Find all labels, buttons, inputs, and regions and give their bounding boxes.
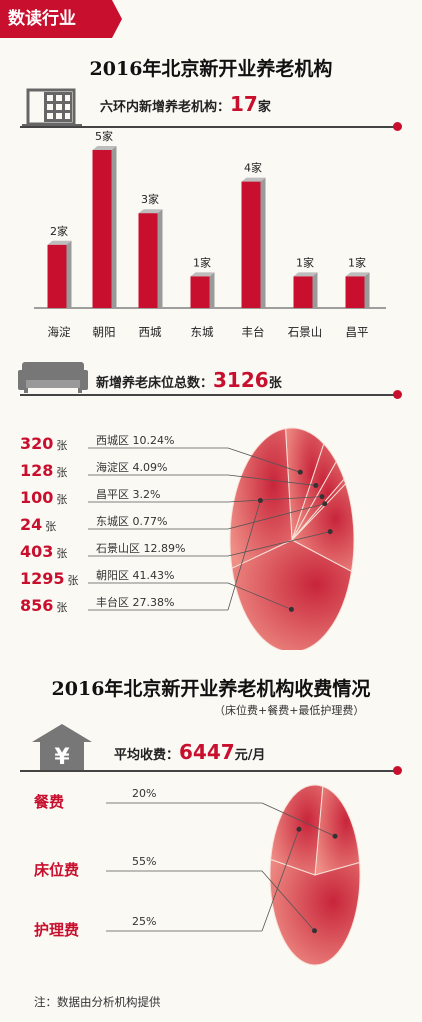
bar-top — [190, 272, 215, 277]
bar — [138, 213, 158, 308]
new-institutions-summary: 六环内新增养老机构：17家 — [100, 92, 271, 116]
leader-line — [227, 500, 261, 611]
beds-district-label: 丰台区 27.38% — [96, 596, 175, 609]
divider-line — [20, 394, 398, 396]
fees-note: （床位费+餐费+最低护理费） — [214, 704, 365, 717]
pie-slice — [231, 539, 353, 650]
beds-count: 1295 张 — [20, 569, 79, 588]
fee-percent-label: 55% — [132, 855, 157, 868]
chart-title-institutions: 2016年北京新开业养老机构 — [89, 58, 333, 80]
sofa-icon — [18, 362, 88, 393]
bar-value-label: 1家 — [348, 255, 366, 269]
leader-dot — [332, 833, 338, 839]
beds-count: 128 张 — [20, 461, 68, 480]
leader-line — [227, 447, 301, 473]
fees-pie-chart — [106, 784, 361, 966]
leader-dot — [319, 494, 325, 500]
leader-line — [227, 496, 323, 503]
leader-dot — [257, 497, 263, 503]
divider-line — [20, 126, 398, 128]
bar-side — [364, 272, 370, 308]
bar-value-label: 5家 — [95, 130, 113, 143]
fee-category-label: 餐费 — [34, 793, 65, 811]
pie-slice — [314, 785, 361, 876]
avg-fee-summary: 平均收费：6447元/月 — [114, 740, 266, 764]
yen-house-icon: ¥ — [32, 724, 92, 770]
bar — [345, 276, 365, 308]
bar — [47, 244, 67, 308]
bar — [241, 181, 261, 308]
fee-category-label: 护理费 — [34, 921, 80, 939]
beds-district-label: 东城区 0.77% — [96, 515, 168, 528]
leader-dot — [288, 606, 294, 612]
leader-dot — [312, 928, 318, 934]
pie-slice — [291, 482, 355, 573]
bar-value-label: 1家 — [193, 255, 211, 269]
category-label: 东城 — [191, 325, 214, 339]
beds-pie-chart — [88, 427, 355, 650]
section-tag: 数读行业 — [0, 0, 122, 38]
leader-line — [261, 870, 315, 932]
chart-title-fees: 2016年北京新开业养老机构收费情况 — [51, 678, 371, 700]
bar-value-label: 4家 — [244, 161, 262, 175]
bar-side — [111, 146, 117, 308]
bar — [293, 276, 313, 308]
building-icon — [22, 88, 82, 128]
new-beds-summary: 新增养老床位总数：3126张 — [96, 368, 282, 392]
bar-value-label: 3家 — [141, 192, 159, 206]
divider-dot — [393, 122, 402, 131]
bar-side — [157, 209, 163, 308]
bar-value-label: 1家 — [296, 255, 314, 269]
fee-category-label: 床位费 — [34, 861, 80, 879]
bar-top — [92, 146, 117, 150]
beds-district-label: 海淀区 4.09% — [96, 461, 168, 474]
category-label: 昌平 — [346, 325, 369, 339]
fee-percent-label: 25% — [132, 915, 157, 928]
bar-side — [312, 272, 318, 308]
bar-top — [293, 272, 318, 277]
bar — [92, 150, 112, 308]
leader-dot — [313, 482, 319, 488]
bar-side — [260, 177, 266, 308]
leader-dot — [297, 469, 303, 475]
beds-district-label: 石景山区 12.89% — [96, 542, 186, 555]
bar — [190, 276, 210, 308]
bar-top — [138, 209, 163, 214]
beds-district-label: 昌平区 3.2% — [96, 488, 161, 501]
divider-dot — [393, 390, 402, 399]
beds-count: 24 张 — [20, 515, 57, 534]
leader-line — [261, 802, 336, 837]
beds-count: 100 张 — [20, 488, 68, 507]
pie-slice — [269, 858, 361, 966]
svg-text:¥: ¥ — [54, 745, 70, 770]
fee-percent-label: 20% — [132, 787, 157, 800]
beds-district-label: 西城区 10.24% — [96, 434, 175, 447]
category-label: 丰台 — [242, 325, 265, 339]
bar-top — [345, 272, 370, 277]
category-label: 朝阳 — [93, 325, 116, 339]
beds-district-label: 朝阳区 41.43% — [96, 569, 175, 582]
bar-value-label: 2家 — [50, 224, 68, 238]
leader-line — [227, 503, 325, 530]
bar-side — [66, 240, 72, 308]
beds-count: 403 张 — [20, 542, 68, 561]
leader-line — [261, 829, 300, 932]
bar-top — [47, 240, 72, 245]
category-label: 海淀 — [48, 325, 71, 339]
leader-line — [227, 474, 316, 486]
beds-count: 320 张 — [20, 434, 68, 453]
leader-dot — [327, 529, 333, 535]
bar-side — [209, 272, 215, 308]
category-label: 西城 — [139, 325, 162, 339]
bar-top — [241, 177, 266, 182]
category-label: 石景山 — [288, 325, 323, 339]
beds-count: 856 张 — [20, 596, 68, 615]
leader-line — [227, 582, 292, 610]
divider-line — [20, 770, 398, 772]
leader-dot — [322, 501, 328, 507]
footnote: 注：数据由分析机构提供 — [34, 995, 161, 1009]
leader-dot — [296, 826, 302, 832]
divider-dot — [393, 766, 402, 775]
